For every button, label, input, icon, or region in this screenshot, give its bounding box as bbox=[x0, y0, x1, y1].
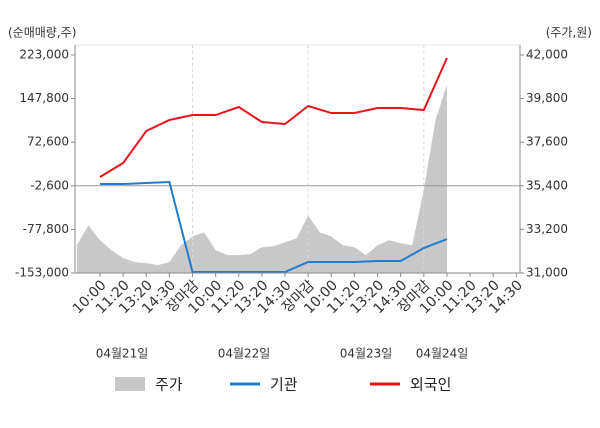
y2-tick-label: 42,000 bbox=[526, 48, 568, 62]
y-tick-label: 147,800 bbox=[19, 91, 69, 105]
y-axis-label: (순매매량,주) bbox=[8, 26, 76, 40]
price-area bbox=[76, 84, 447, 274]
y2-tick-label: 37,600 bbox=[526, 135, 568, 149]
legend-swatch bbox=[115, 377, 145, 391]
y2-tick-label: 35,400 bbox=[526, 178, 568, 192]
y-tick-label: -2,600 bbox=[30, 178, 69, 192]
y-tick-label: -153,000 bbox=[15, 266, 69, 280]
legend-item: 기관 bbox=[230, 376, 298, 394]
y2-tick-label: 39,800 bbox=[526, 91, 568, 105]
y-tick-label: 223,000 bbox=[19, 48, 69, 62]
legend-item: 외국인 bbox=[370, 376, 451, 394]
date-label: 04월22일 bbox=[218, 347, 271, 361]
legend-label: 주가 bbox=[155, 376, 183, 394]
legend-label: 기관 bbox=[270, 376, 298, 394]
date-label: 04월24일 bbox=[416, 347, 469, 361]
y2-axis-label: (주가,원) bbox=[546, 26, 592, 40]
y2-tick-label: 33,200 bbox=[526, 222, 568, 236]
date-label: 04월21일 bbox=[96, 347, 149, 361]
legend-item: 주가 bbox=[115, 376, 183, 394]
series-line bbox=[100, 180, 448, 274]
series-line bbox=[99, 57, 448, 178]
y-tick-label: 72,600 bbox=[27, 135, 69, 149]
y2-tick-label: 31,000 bbox=[526, 266, 568, 280]
date-label: 04월23일 bbox=[340, 347, 393, 361]
y-tick-label: -77,800 bbox=[23, 222, 69, 236]
legend-label: 외국인 bbox=[410, 376, 451, 394]
